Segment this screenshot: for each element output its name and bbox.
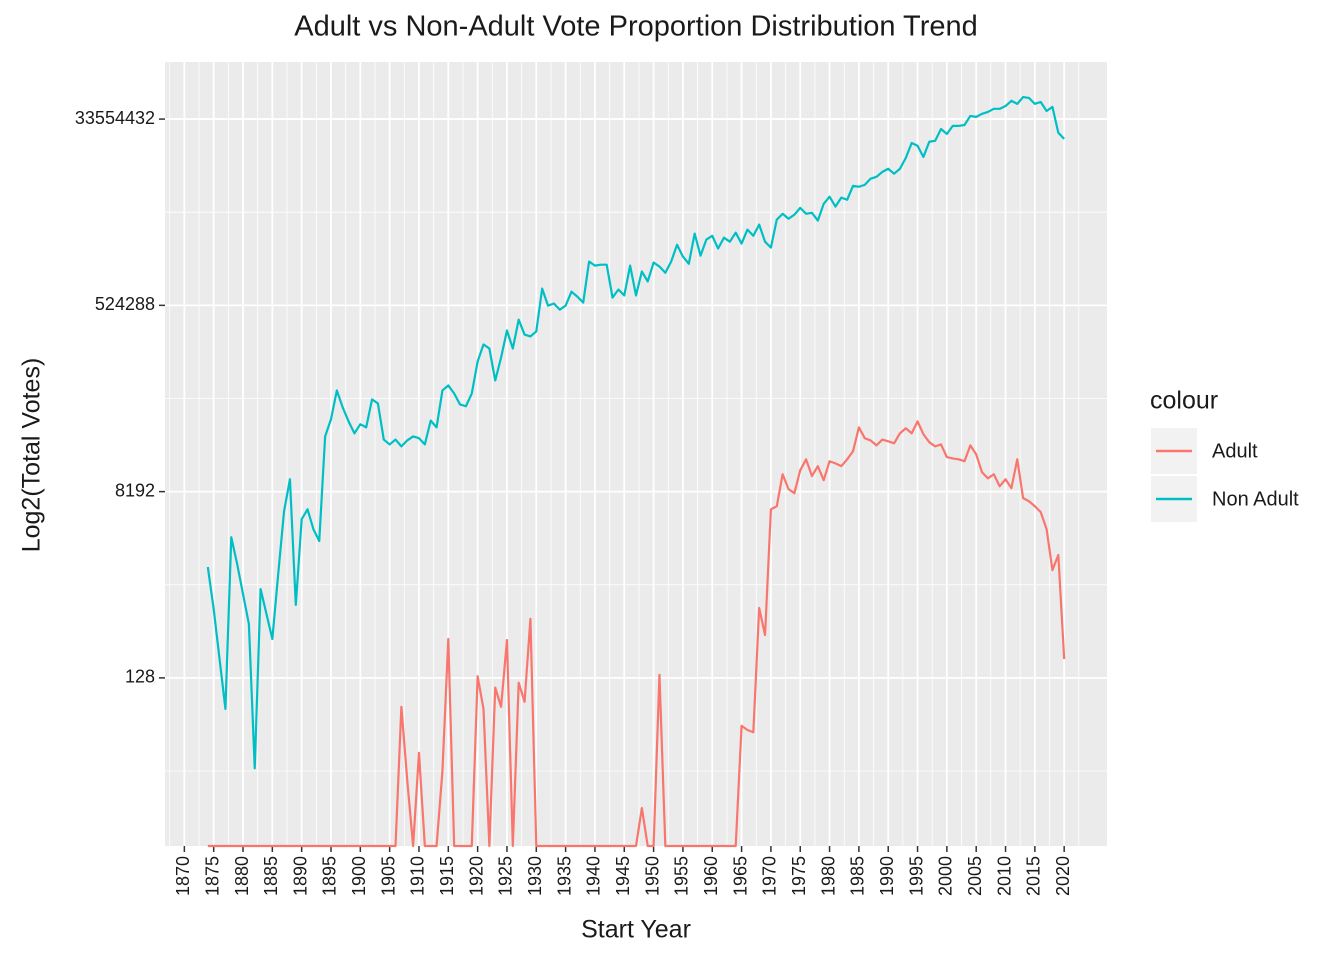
x-tick-label: 1980 xyxy=(818,856,838,896)
x-tick-label: 1965 xyxy=(730,856,750,896)
legend-title: colour xyxy=(1150,387,1218,415)
legend-label: Non Adult xyxy=(1212,488,1299,510)
x-tick-label: 2020 xyxy=(1053,856,1073,896)
series-line xyxy=(207,420,1066,848)
x-tick-label: 1910 xyxy=(408,856,428,896)
x-tick-label: 1920 xyxy=(466,856,486,896)
x-tick-label: 1955 xyxy=(672,856,692,896)
x-tick-label: 2000 xyxy=(936,856,956,896)
x-tick-label: 1895 xyxy=(320,856,340,896)
x-tick-label: 1970 xyxy=(760,856,780,896)
x-tick-label: 1940 xyxy=(584,856,604,896)
x-tick-label: 1950 xyxy=(642,856,662,896)
x-tick-label: 1875 xyxy=(202,856,222,896)
x-tick-label: 1885 xyxy=(261,856,281,896)
y-axis-title: Log2(Total Votes) xyxy=(18,358,46,553)
plot-background xyxy=(165,62,1107,846)
x-tick-label: 2010 xyxy=(994,856,1014,896)
legend-label: Adult xyxy=(1212,440,1258,462)
x-tick-label: 1935 xyxy=(554,856,574,896)
x-tick-label: 1945 xyxy=(613,856,633,896)
x-tick-label: 2005 xyxy=(965,856,985,896)
x-tick-label: 1905 xyxy=(378,856,398,896)
x-tick-label: 1870 xyxy=(173,856,193,896)
x-tick-label: 1930 xyxy=(525,856,545,896)
x-tick-label: 1925 xyxy=(496,856,516,896)
x-tick-label: 1985 xyxy=(848,856,868,896)
x-tick-label: 1915 xyxy=(437,856,457,896)
x-axis-title: Start Year xyxy=(581,916,691,944)
x-tick-label: 1890 xyxy=(290,856,310,896)
x-tick-label: 1960 xyxy=(701,856,721,896)
y-tick-label: 8192 xyxy=(115,480,155,500)
y-tick-label: 128 xyxy=(125,667,155,687)
x-tick-label: 1975 xyxy=(789,856,809,896)
x-tick-label: 1995 xyxy=(906,856,926,896)
x-tick-label: 1990 xyxy=(877,856,897,896)
y-tick-label: 524288 xyxy=(95,294,155,314)
x-tick-label: 1900 xyxy=(349,856,369,896)
x-tick-label: 1880 xyxy=(232,856,252,896)
series-line xyxy=(206,95,1065,770)
x-tick-label: 2015 xyxy=(1024,856,1044,896)
chart-title: Adult vs Non-Adult Vote Proportion Distr… xyxy=(294,11,977,43)
y-tick-label: 33554432 xyxy=(75,108,155,128)
